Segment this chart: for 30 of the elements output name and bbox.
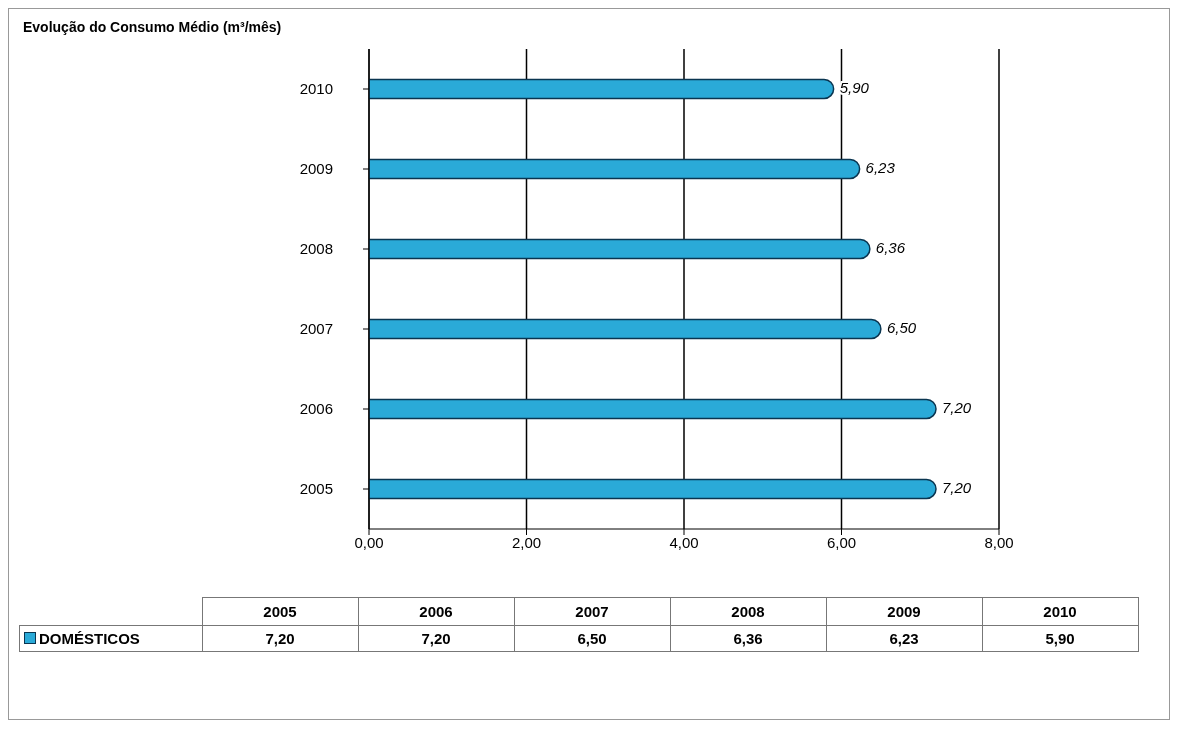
x-tick-label: 4,00 (669, 533, 699, 551)
y-tick-label: 2005 (299, 480, 333, 498)
x-tick-label: 2,00 (511, 533, 542, 551)
text: 7,20 (421, 630, 451, 647)
data-label: 6,50 (886, 318, 917, 336)
data-label: 6,23 (865, 158, 896, 176)
text: 7,20 (265, 630, 295, 647)
category-label: 2007 (575, 603, 609, 620)
text: 5,90 (1045, 630, 1075, 647)
category-label: 2006 (419, 603, 453, 620)
category-label: 2008 (731, 603, 765, 620)
category-label: 2010 (1043, 603, 1077, 620)
y-tick-label: 2009 (299, 160, 333, 178)
x-tick-label: 0,00 (354, 533, 384, 551)
y-tick-label: 2008 (299, 240, 333, 258)
text: 6,50 (577, 630, 607, 647)
data-label: 7,20 (942, 478, 972, 496)
text: 6,23 (889, 630, 919, 647)
category-label: 2009 (887, 603, 921, 620)
data-label: 6,36 (875, 238, 906, 256)
text: 6,36 (733, 630, 763, 647)
x-tick-label: 6,00 (826, 533, 857, 551)
category-label: 2005 (263, 603, 297, 620)
y-tick-label: 2010 (299, 80, 333, 98)
legend-label: DOMÉSTICOS (19, 625, 202, 652)
y-tick-label: 2007 (299, 320, 333, 338)
y-tick-label: 2006 (299, 400, 333, 418)
data-label: 7,20 (942, 398, 972, 416)
text: Evolução do Consumo Médio (m³/mês) (23, 19, 282, 35)
x-tick-label: 8,00 (984, 533, 1014, 551)
